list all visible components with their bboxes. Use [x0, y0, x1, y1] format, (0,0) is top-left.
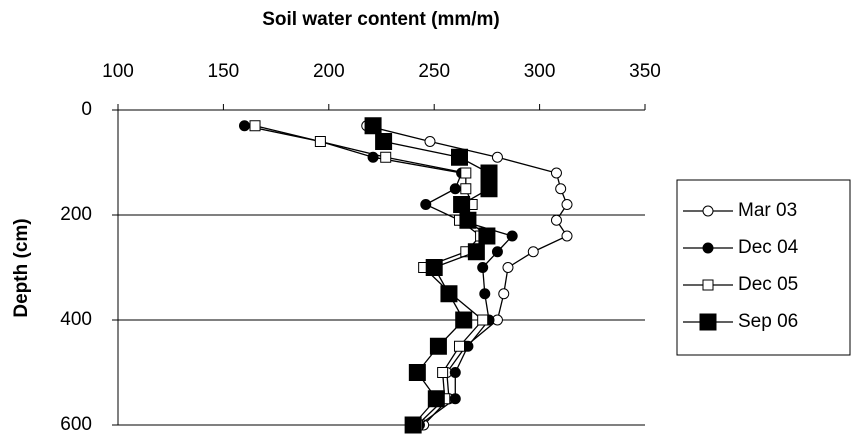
- data-point: [314, 136, 326, 147]
- y-tick-label: 200: [60, 204, 92, 225]
- data-point: [420, 199, 432, 210]
- legend-marker: [702, 205, 714, 217]
- data-point: [425, 259, 443, 276]
- data-point: [480, 180, 498, 198]
- data-point: [550, 167, 562, 179]
- chart-title: Soil water content (mm/m): [262, 9, 500, 30]
- x-tick-label: 100: [102, 61, 134, 82]
- data-point: [460, 183, 472, 195]
- data-point: [477, 314, 489, 326]
- data-point: [364, 117, 382, 135]
- x-tick-label: 350: [629, 61, 661, 82]
- data-point: [449, 367, 461, 378]
- data-point: [238, 120, 250, 132]
- data-point: [380, 151, 392, 163]
- legend-label: Dec 05: [738, 274, 798, 295]
- data-point: [375, 133, 393, 150]
- data-point: [460, 167, 472, 179]
- data-point: [404, 416, 422, 434]
- legend-label: Dec 04: [738, 237, 799, 258]
- data-point: [453, 340, 465, 352]
- y-tick-label: 0: [81, 99, 92, 120]
- x-tick-label: 150: [208, 61, 240, 82]
- data-point: [408, 364, 426, 381]
- data-point: [249, 120, 261, 132]
- legend-marker: [702, 242, 714, 254]
- data-point: [480, 164, 498, 182]
- data-point: [498, 288, 510, 300]
- data-point: [555, 183, 567, 195]
- data-point: [479, 288, 491, 300]
- data-point: [459, 211, 477, 229]
- y-tick-label: 600: [60, 414, 92, 435]
- data-point: [455, 311, 473, 329]
- data-point: [424, 136, 436, 147]
- data-point: [440, 285, 458, 303]
- x-tick-label: 200: [313, 61, 345, 82]
- data-point: [478, 227, 496, 245]
- legend-marker: [702, 279, 714, 291]
- series-line: [366, 125, 568, 426]
- x-tick-label: 250: [418, 61, 450, 82]
- data-point: [429, 337, 447, 355]
- data-point: [449, 183, 461, 195]
- y-axis-title: Depth (cm): [11, 218, 32, 317]
- data-point: [467, 243, 485, 261]
- data-point: [502, 262, 514, 273]
- legend-marker: [699, 313, 717, 331]
- data-point: [491, 246, 503, 258]
- data-point: [491, 151, 503, 163]
- data-point: [453, 196, 471, 213]
- data-point: [427, 390, 445, 408]
- data-point: [450, 148, 468, 166]
- y-tick-label: 400: [60, 309, 92, 330]
- data-point: [477, 262, 489, 273]
- data-point: [437, 367, 449, 378]
- x-tick-label: 300: [524, 61, 556, 82]
- data-point: [527, 246, 539, 258]
- legend-label: Sep 06: [738, 311, 798, 332]
- data-point: [561, 199, 573, 210]
- legend-label: Mar 03: [738, 200, 797, 221]
- data-point: [550, 214, 562, 226]
- data-point: [561, 230, 573, 242]
- data-point: [506, 230, 518, 242]
- data-point: [449, 393, 461, 405]
- series-line: [244, 125, 514, 426]
